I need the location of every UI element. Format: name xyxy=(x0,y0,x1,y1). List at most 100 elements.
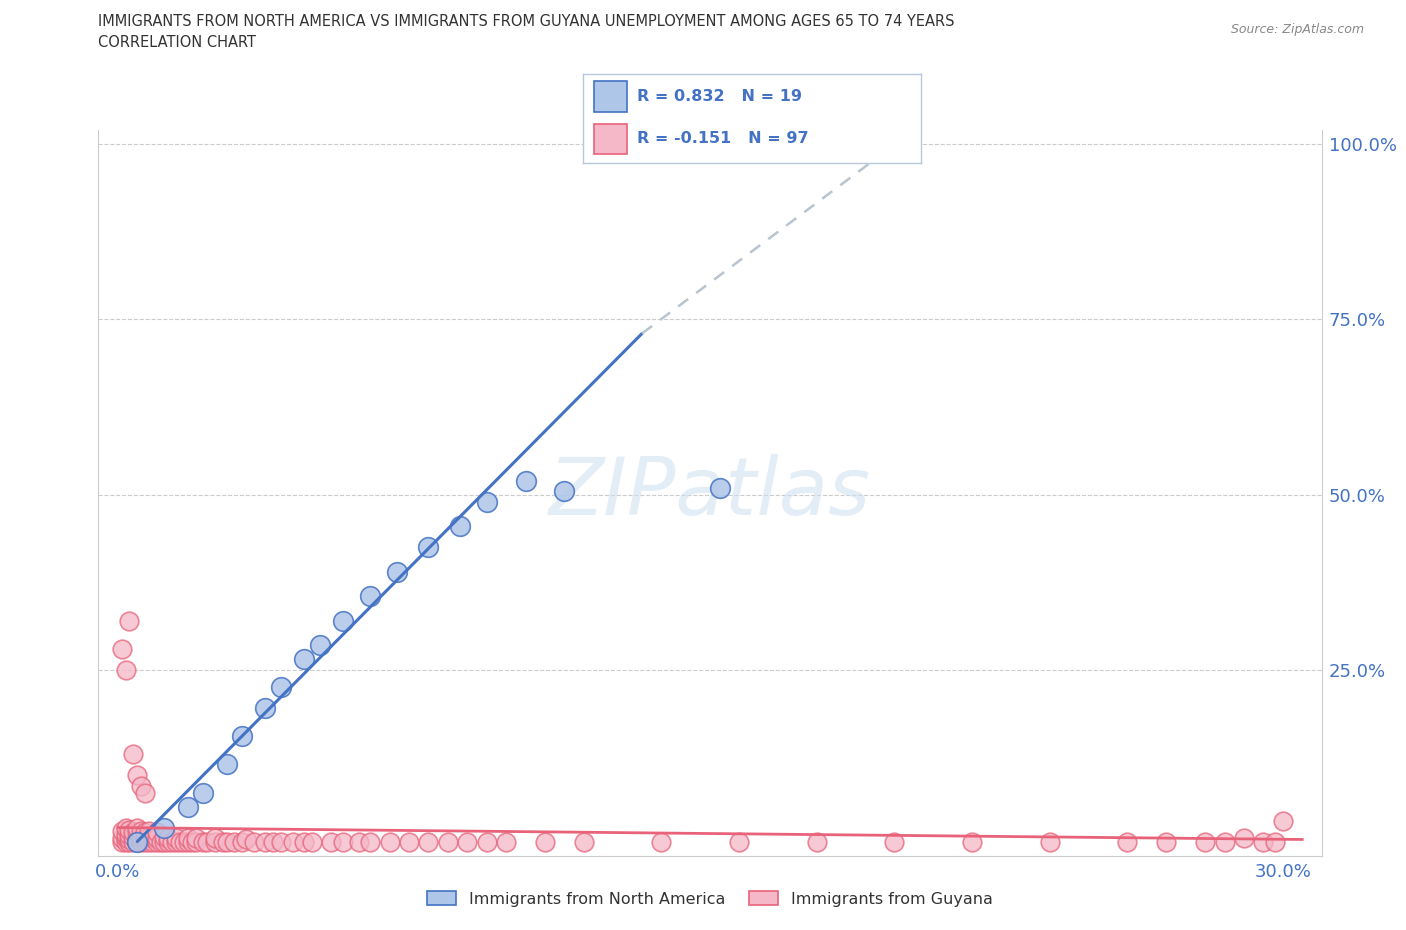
Point xyxy=(118,822,141,837)
Point xyxy=(195,834,218,849)
Point xyxy=(359,589,381,604)
Point xyxy=(118,827,141,842)
Point xyxy=(728,834,751,849)
Point xyxy=(129,778,152,793)
Point xyxy=(553,484,575,498)
Text: R = -0.151   N = 97: R = -0.151 N = 97 xyxy=(637,131,808,146)
Point xyxy=(129,834,152,849)
Point xyxy=(153,834,176,849)
Point xyxy=(114,834,136,849)
Point xyxy=(114,827,136,842)
Point xyxy=(169,834,191,849)
Point xyxy=(145,834,167,849)
Point xyxy=(153,820,176,835)
Point xyxy=(149,834,172,849)
Point xyxy=(122,747,145,762)
Point xyxy=(180,834,202,849)
Point xyxy=(211,834,233,849)
Point xyxy=(134,825,156,840)
Point xyxy=(1264,834,1286,849)
Point xyxy=(387,565,409,579)
Point xyxy=(515,473,537,488)
Point xyxy=(292,652,315,667)
Point xyxy=(960,834,983,849)
Point xyxy=(262,834,284,849)
Point xyxy=(1156,834,1178,849)
Point xyxy=(111,830,134,845)
Point xyxy=(165,834,187,849)
Point xyxy=(184,830,207,845)
Point xyxy=(138,834,160,849)
Point xyxy=(114,830,136,845)
Point xyxy=(235,832,257,847)
Point xyxy=(281,834,304,849)
Point xyxy=(475,834,498,849)
Point xyxy=(129,830,152,844)
Bar xyxy=(593,124,627,154)
Point xyxy=(114,662,136,677)
Point xyxy=(127,834,149,849)
Point xyxy=(572,834,595,849)
Point xyxy=(157,834,180,849)
Point xyxy=(193,834,215,849)
Point xyxy=(650,834,672,849)
Point xyxy=(806,834,828,849)
Text: IMMIGRANTS FROM NORTH AMERICA VS IMMIGRANTS FROM GUYANA UNEMPLOYMENT AMONG AGES : IMMIGRANTS FROM NORTH AMERICA VS IMMIGRA… xyxy=(98,14,955,29)
Point xyxy=(134,830,156,845)
Point xyxy=(883,834,905,849)
Point xyxy=(173,834,195,849)
Point xyxy=(347,834,370,849)
Point xyxy=(398,834,420,849)
Point xyxy=(254,701,277,716)
Bar xyxy=(593,82,627,112)
Point xyxy=(456,834,478,849)
Point xyxy=(475,494,498,509)
Point xyxy=(118,832,141,847)
Text: CORRELATION CHART: CORRELATION CHART xyxy=(98,35,256,50)
Point xyxy=(332,614,354,629)
Point xyxy=(142,830,165,845)
Point xyxy=(127,834,149,849)
Point xyxy=(1039,834,1062,849)
Point xyxy=(142,834,165,849)
Point xyxy=(153,830,176,844)
Point xyxy=(165,830,187,845)
Point xyxy=(145,830,167,845)
Point xyxy=(449,519,471,534)
Point xyxy=(118,614,141,629)
Point xyxy=(118,834,141,849)
Point xyxy=(122,834,145,849)
Point xyxy=(418,539,440,554)
Point xyxy=(292,834,315,849)
Point xyxy=(224,834,246,849)
Point xyxy=(534,834,557,849)
Point xyxy=(204,834,226,849)
Point xyxy=(495,834,517,849)
Text: ZIPatlas: ZIPatlas xyxy=(548,454,872,532)
Point xyxy=(270,680,292,695)
Text: R = 0.832   N = 19: R = 0.832 N = 19 xyxy=(637,89,803,104)
Point xyxy=(359,834,381,849)
Point xyxy=(437,834,460,849)
Legend: Immigrants from North America, Immigrants from Guyana: Immigrants from North America, Immigrant… xyxy=(420,884,1000,913)
Point xyxy=(157,830,180,845)
Point xyxy=(127,825,149,840)
Point xyxy=(321,834,343,849)
Point xyxy=(184,834,207,849)
Point xyxy=(111,824,134,839)
Point xyxy=(145,825,167,840)
Point xyxy=(378,834,401,849)
Point xyxy=(308,638,330,653)
Point xyxy=(160,834,183,849)
Point xyxy=(138,824,160,839)
Point xyxy=(1233,830,1256,845)
Point xyxy=(1116,834,1139,849)
Point xyxy=(204,830,226,845)
Point xyxy=(134,785,156,800)
Point xyxy=(242,834,264,849)
Point xyxy=(127,820,149,835)
Point xyxy=(270,834,292,849)
Point xyxy=(231,729,253,744)
Point xyxy=(709,480,731,495)
Point xyxy=(1213,834,1236,849)
